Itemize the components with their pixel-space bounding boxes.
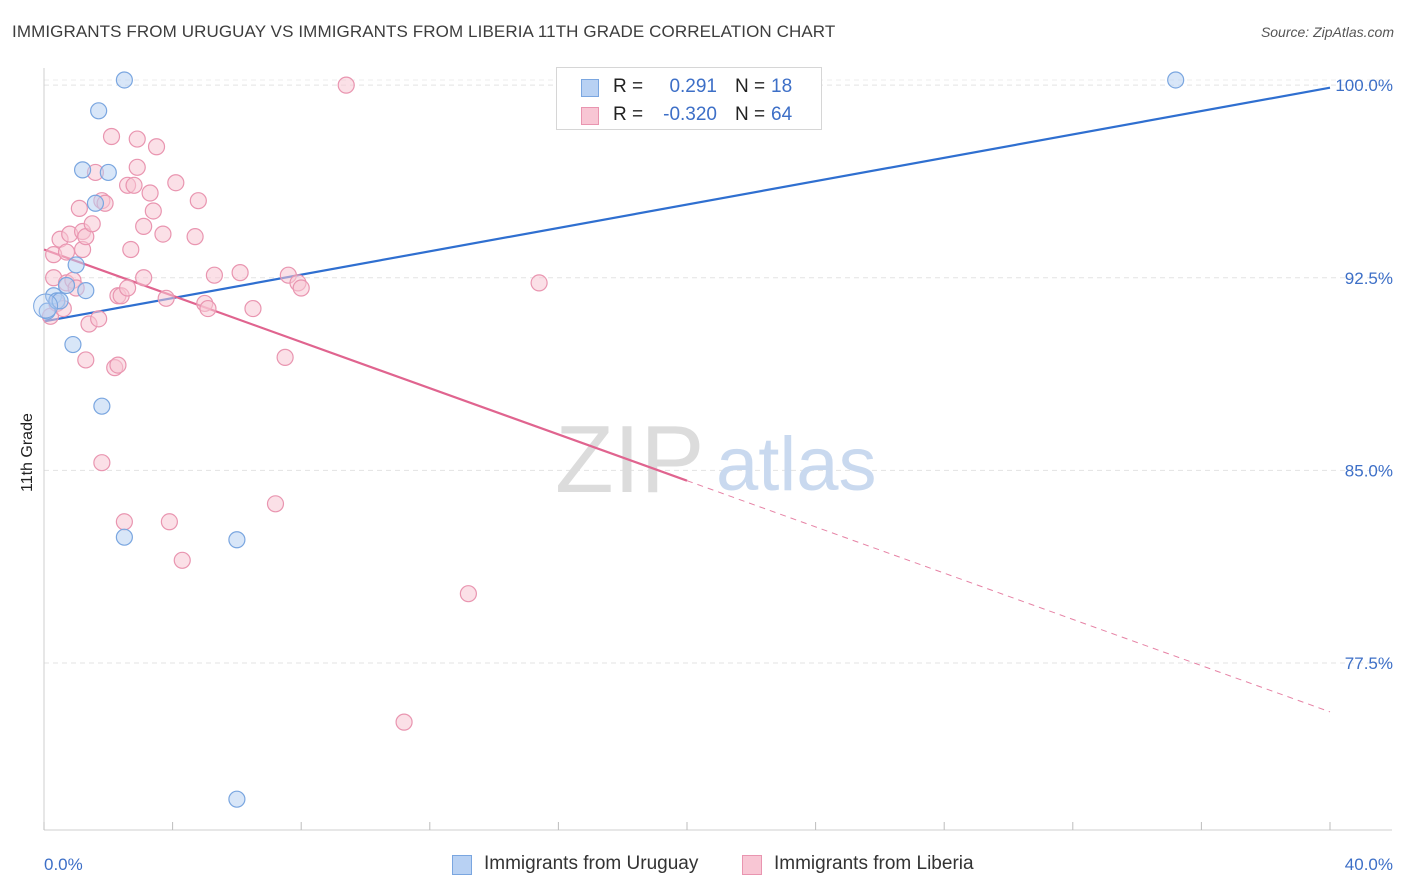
data-point-liberia — [189, 192, 207, 210]
data-point-uruguay — [115, 71, 133, 89]
data-point-liberia — [135, 269, 153, 287]
data-point-liberia — [231, 264, 249, 282]
data-point-liberia — [205, 266, 223, 284]
legend-n-value: 64 — [771, 104, 793, 125]
data-point-liberia — [276, 348, 294, 366]
y-tick-label: 77.5% — [1345, 654, 1393, 673]
tick-labels: 77.5% 85.0% 92.5% 100.0% 0.0% 40.0% — [44, 76, 1393, 874]
legend-n-value: 18 — [771, 76, 793, 97]
legend-label-liberia: Immigrants from Liberia — [774, 853, 974, 874]
trendline-uruguay — [43, 86, 1331, 323]
data-point-liberia — [128, 130, 146, 148]
data-point-liberia — [154, 225, 172, 243]
data-point-liberia — [199, 299, 217, 318]
data-point-uruguay — [228, 531, 246, 549]
data-point-uruguay — [1167, 71, 1185, 89]
data-point-liberia — [118, 279, 137, 297]
legend-n-label: N = — [735, 76, 766, 97]
stats-legend: R = 0.291 N = 18 R = -0.320 N = 64 — [556, 67, 822, 130]
grid-lines — [44, 79, 1390, 664]
data-point-uruguay — [90, 102, 108, 120]
data-point-liberia — [115, 513, 133, 531]
data-point-uruguay — [67, 256, 85, 274]
trendlines — [43, 86, 1331, 713]
x-tick-label: 40.0% — [1345, 855, 1393, 874]
data-point-liberia — [459, 585, 477, 603]
data-point-uruguay — [228, 790, 246, 808]
data-point-liberia — [292, 279, 310, 297]
data-point-liberia — [266, 495, 285, 513]
data-point-liberia — [90, 310, 108, 328]
data-point-liberia — [83, 215, 101, 233]
y-tick-label: 100.0% — [1335, 76, 1393, 95]
legend-swatch-uruguay — [581, 79, 599, 97]
x-tick-label: 0.0% — [44, 855, 83, 874]
data-point-liberia — [337, 76, 355, 94]
legend-n-label: N = — [735, 104, 766, 125]
watermark-atlas: atlas — [716, 422, 877, 507]
data-point-liberia — [93, 454, 111, 472]
data-point-liberia — [395, 713, 413, 731]
data-point-uruguay — [77, 282, 95, 300]
data-point-liberia — [109, 356, 127, 374]
legend-swatch-uruguay — [452, 855, 472, 875]
data-point-liberia — [530, 274, 548, 292]
data-point-liberia — [167, 174, 185, 192]
data-point-uruguay — [64, 335, 82, 354]
data-point-liberia — [147, 138, 166, 156]
data-point-liberia — [77, 351, 95, 369]
data-point-liberia — [122, 240, 140, 259]
trendline-liberia — [43, 248, 688, 482]
data-point-liberia — [157, 289, 175, 307]
data-point-liberia — [141, 184, 159, 202]
data-point-uruguay — [57, 276, 76, 295]
data-point-liberia — [244, 299, 262, 318]
data-point-liberia — [70, 199, 88, 218]
data-point-liberia — [160, 513, 178, 531]
trendline-liberia-extension — [686, 480, 1331, 713]
data-point-uruguay — [115, 528, 133, 546]
data-point-uruguay — [86, 194, 105, 212]
data-point-uruguay — [93, 397, 111, 415]
axes — [43, 68, 1392, 831]
data-points — [33, 71, 1185, 808]
legend-swatch-liberia — [581, 107, 599, 125]
legend-row-uruguay: R = 0.291 N = 18 — [557, 73, 821, 101]
data-point-uruguay — [33, 293, 59, 319]
legend-swatch-liberia — [742, 855, 762, 875]
watermark: ZIP atlas — [555, 406, 877, 513]
legend-r-label: R = — [613, 76, 644, 97]
legend-r-value: 0.291 — [669, 76, 717, 97]
data-point-liberia — [128, 158, 146, 176]
chart-title: IMMIGRANTS FROM URUGUAY VS IMMIGRANTS FR… — [12, 22, 836, 41]
data-point-liberia — [125, 176, 143, 194]
source-credit: Source: ZipAtlas.com — [1260, 24, 1394, 40]
data-point-liberia — [144, 202, 162, 220]
y-tick-label: 92.5% — [1345, 269, 1393, 288]
data-point-liberia — [135, 217, 153, 235]
legend-r-value: -0.320 — [663, 104, 717, 125]
data-point-uruguay — [73, 161, 92, 179]
legend-label-uruguay: Immigrants from Uruguay — [484, 853, 699, 874]
data-point-uruguay — [99, 163, 117, 182]
data-point-liberia — [102, 127, 121, 146]
data-point-liberia — [173, 551, 191, 569]
legend-r-label: R = — [613, 104, 644, 125]
data-point-uruguay — [51, 292, 69, 310]
legend-row-liberia: R = -0.320 N = 64 — [557, 101, 821, 129]
data-point-liberia — [186, 228, 204, 246]
series-legend: Immigrants from Uruguay Immigrants from … — [0, 851, 1406, 879]
y-tick-label: 85.0% — [1345, 461, 1393, 480]
